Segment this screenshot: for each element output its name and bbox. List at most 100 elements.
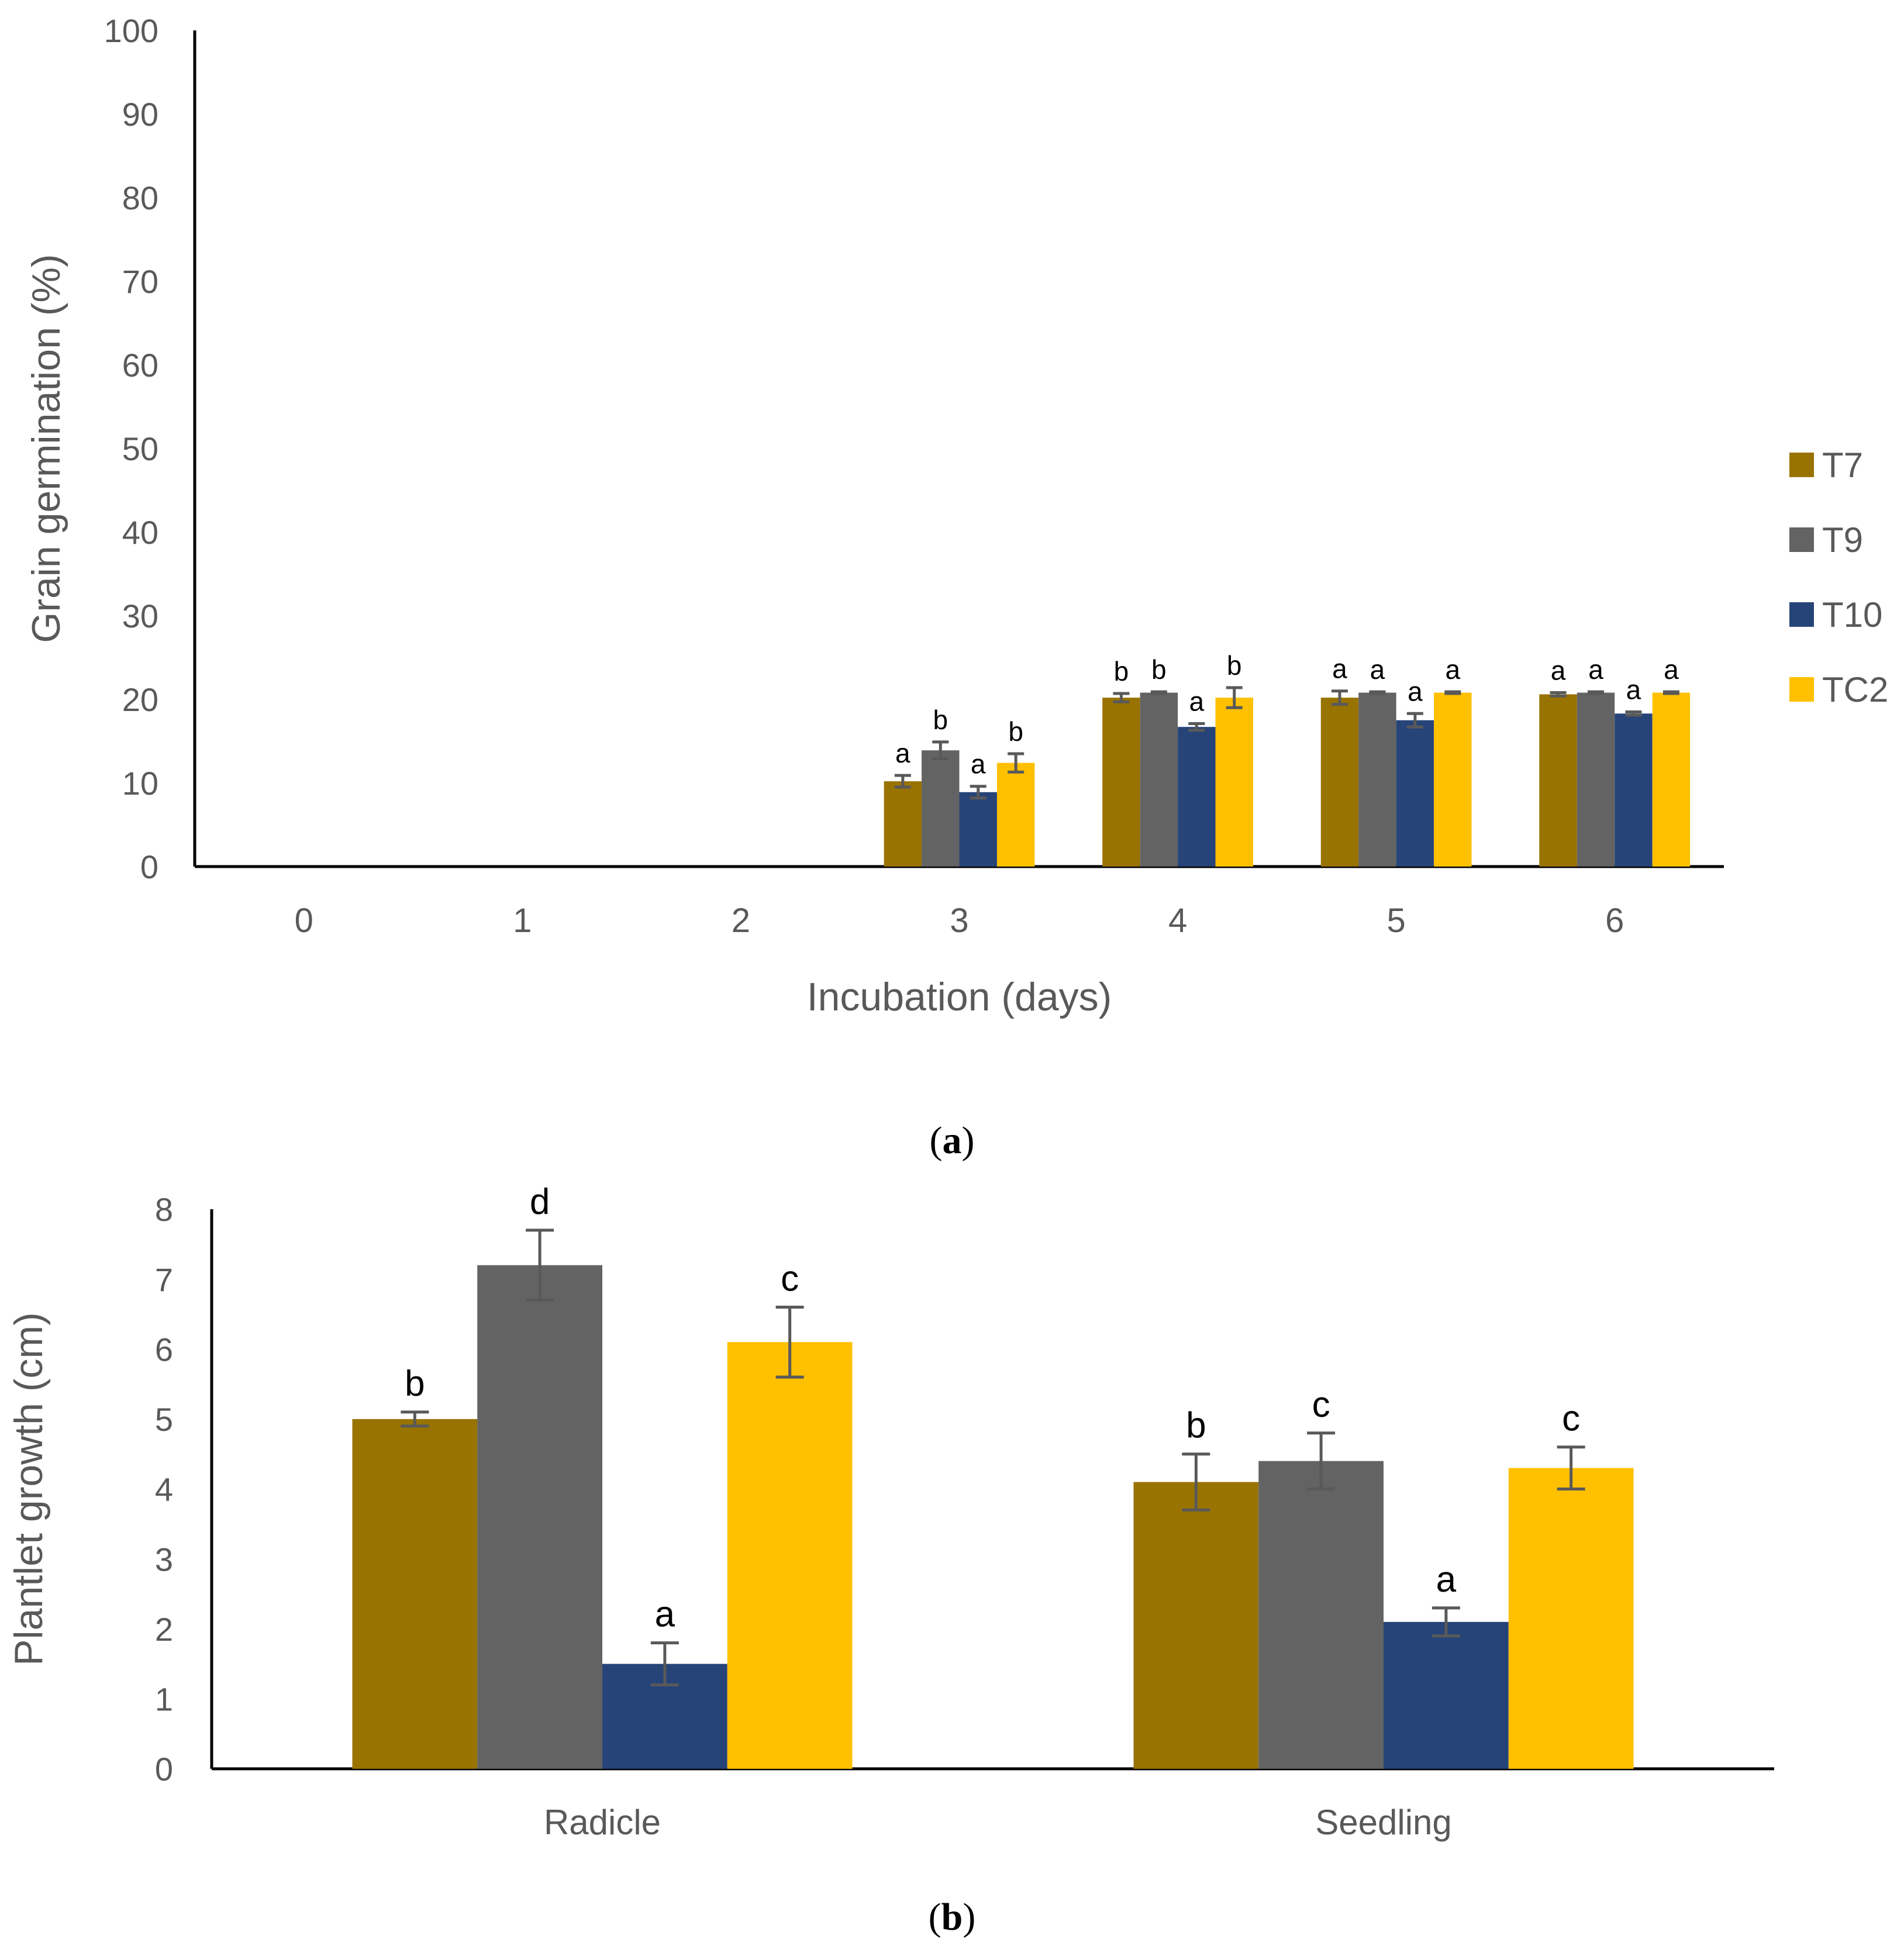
significance-letter-t9-3: b — [933, 705, 948, 735]
error-bar-t10-seedling — [1432, 1606, 1460, 1638]
y-tick-label: 10 — [122, 765, 158, 802]
significance-letter-t10-seedling: a — [1436, 1559, 1457, 1600]
significance-letter-t9-seedling: c — [1312, 1385, 1330, 1425]
bar-t7-radicle — [352, 1419, 478, 1769]
legend-label: T9 — [1822, 520, 1863, 560]
error-bar-t9-5 — [1369, 690, 1386, 695]
y-tick-label: 60 — [122, 347, 158, 384]
y-tick-label: 100 — [104, 12, 158, 49]
panel-label-letter: b — [941, 1896, 963, 1938]
significance-letter-t7-5: a — [1332, 654, 1347, 684]
error-bar-tc2-3 — [1008, 752, 1025, 774]
x-tick-label-radicle: Radicle — [544, 1803, 661, 1842]
error-bar-t7-seedling — [1182, 1452, 1210, 1512]
bar-t10-3 — [959, 792, 997, 867]
bar-tc2-6 — [1652, 692, 1691, 867]
error-bar-tc2-6 — [1662, 690, 1679, 695]
bar-t9-6 — [1577, 692, 1615, 867]
x-tick-label-2: 2 — [732, 902, 750, 940]
bar-tc2-radicle — [727, 1342, 853, 1769]
legend: T7 T9 T10 TC2 — [1789, 446, 1888, 709]
error-bar-t10-radicle — [650, 1641, 679, 1686]
error-bar-tc2-5 — [1444, 690, 1461, 695]
bar-t10-seedling — [1384, 1621, 1509, 1769]
y-tick-label: 7 — [155, 1261, 173, 1298]
bar-tc2-3 — [996, 762, 1035, 867]
legend-item-t10: T10 — [1789, 595, 1882, 634]
significance-letter-tc2-seedling: c — [1562, 1399, 1580, 1439]
significance-letter-t9-5: a — [1370, 654, 1385, 685]
error-bar-t9-6 — [1587, 690, 1604, 695]
panel-label-open-paren: ( — [930, 1119, 943, 1162]
x-tick-label-3: 3 — [950, 902, 968, 940]
significance-letter-t7-4: b — [1114, 656, 1129, 686]
panel-b-label: (b) — [929, 1896, 976, 1938]
panel-label-close-paren: ) — [962, 1119, 975, 1162]
bar-tc2-seedling — [1508, 1468, 1634, 1769]
bar-t9-radicle — [477, 1265, 602, 1769]
y-tick-label: 4 — [155, 1471, 173, 1508]
significance-letter-t10-4: a — [1189, 686, 1204, 716]
panel-b-chart: 0 1 2 3 4 5 6 7 8 Radicle Seedling b b d c a a c c Plantlet… — [6, 1182, 1774, 1842]
significance-letter-t7-6: a — [1551, 655, 1566, 686]
error-bar-t10-5 — [1406, 712, 1423, 729]
error-bar-tc2-4 — [1226, 686, 1243, 709]
legend-item-tc2: TC2 — [1789, 670, 1888, 709]
x-tick-label-4: 4 — [1168, 902, 1187, 940]
significance-letter-tc2-4: b — [1227, 650, 1242, 681]
x-tick-label-seedling: Seedling — [1315, 1803, 1452, 1842]
y-tick-label: 5 — [155, 1401, 173, 1438]
x-tick-label-5: 5 — [1387, 902, 1406, 940]
legend-swatch — [1789, 527, 1814, 552]
significance-letter-t10-3: a — [971, 749, 986, 779]
error-bar-t10-4 — [1188, 722, 1205, 732]
panel-label-open-paren: ( — [929, 1896, 941, 1938]
legend-item-t7: T7 — [1789, 446, 1863, 485]
error-bar-t9-radicle — [526, 1229, 554, 1302]
y-tick-label: 3 — [155, 1541, 173, 1578]
panel-label-close-paren: ) — [963, 1896, 975, 1938]
panel-a-label: (a) — [930, 1119, 975, 1162]
bar-tc2-5 — [1434, 692, 1472, 867]
bar-t10-6 — [1615, 713, 1653, 867]
y-tick-label: 0 — [140, 848, 158, 885]
error-bar-t9-seedling — [1307, 1431, 1336, 1490]
y-axis-title: Plantlet growth (cm) — [6, 1312, 51, 1666]
significance-letter-tc2-6: a — [1664, 654, 1679, 685]
significance-letter-t7-seedling: b — [1186, 1406, 1206, 1446]
legend-swatch — [1789, 602, 1814, 627]
bar-t9-seedling — [1258, 1461, 1384, 1769]
significance-letter-tc2-3: b — [1008, 716, 1023, 747]
significance-letter-t9-radicle: d — [530, 1182, 550, 1222]
significance-letter-t9-4: b — [1151, 654, 1167, 685]
legend-label: TC2 — [1822, 670, 1888, 709]
error-bar-t9-3 — [932, 740, 949, 761]
y-tick-label: 8 — [155, 1191, 173, 1228]
error-bar-t10-6 — [1625, 710, 1642, 717]
y-tick-label: 80 — [122, 180, 158, 216]
y-tick-label: 1 — [155, 1681, 173, 1718]
bar-t9-5 — [1358, 692, 1396, 867]
bar-t7-4 — [1102, 698, 1140, 867]
bar-t7-seedling — [1133, 1482, 1259, 1769]
error-bar-t9-4 — [1150, 690, 1167, 695]
legend-item-t9: T9 — [1789, 520, 1863, 560]
bar-t9-4 — [1140, 692, 1178, 867]
significance-letter-tc2-radicle: c — [781, 1258, 799, 1299]
significance-letter-t9-6: a — [1588, 654, 1603, 685]
y-tick-label: 0 — [155, 1751, 173, 1788]
error-bar-t7-3 — [894, 774, 911, 789]
error-bar-t10-3 — [970, 785, 987, 800]
error-bar-t7-4 — [1113, 692, 1130, 703]
y-axis-title: Grain germination (%) — [24, 254, 68, 643]
legend-swatch — [1789, 453, 1814, 477]
error-bar-t7-5 — [1331, 689, 1348, 706]
error-bar-t7-radicle — [401, 1410, 429, 1428]
significance-letter-t10-5: a — [1408, 676, 1423, 706]
bar-t10-4 — [1178, 727, 1216, 867]
panel-label-letter: a — [943, 1119, 962, 1162]
bar-t7-5 — [1320, 698, 1359, 867]
y-tick-label: 20 — [122, 681, 158, 718]
significance-letter-tc2-5: a — [1446, 654, 1461, 685]
